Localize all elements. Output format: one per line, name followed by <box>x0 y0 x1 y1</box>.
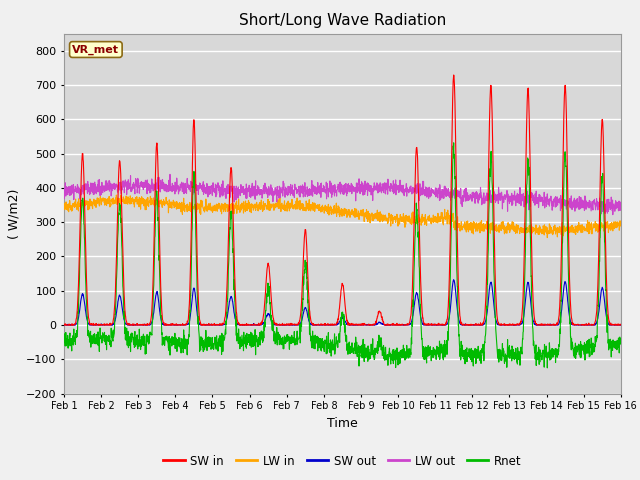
Title: Short/Long Wave Radiation: Short/Long Wave Radiation <box>239 13 446 28</box>
Text: VR_met: VR_met <box>72 44 119 55</box>
X-axis label: Time: Time <box>327 417 358 430</box>
Y-axis label: ( W/m2): ( W/m2) <box>7 189 20 239</box>
Legend: SW in, LW in, SW out, LW out, Rnet: SW in, LW in, SW out, LW out, Rnet <box>159 450 526 472</box>
